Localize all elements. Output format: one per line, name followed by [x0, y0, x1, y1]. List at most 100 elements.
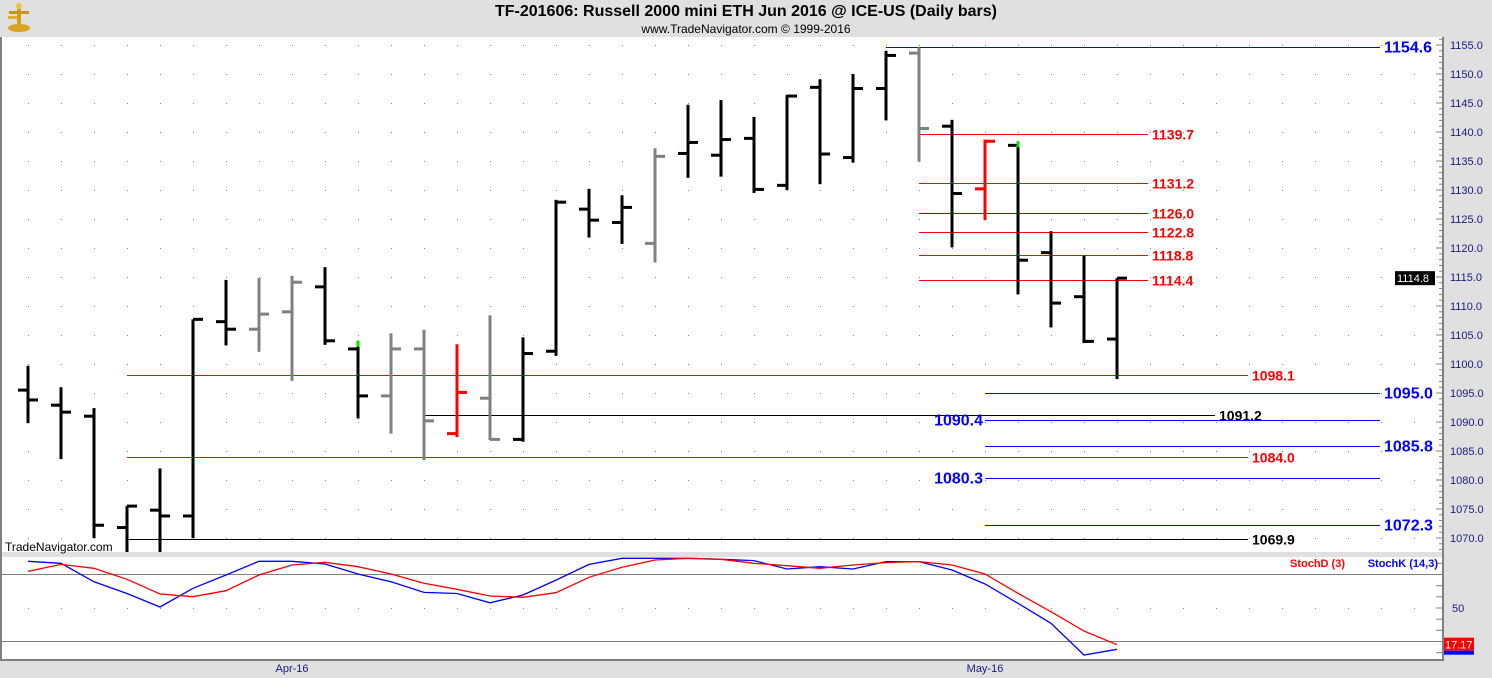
grid-dot	[1150, 103, 1151, 104]
grid-dot	[391, 161, 392, 162]
grid-dot	[1348, 161, 1349, 162]
grid-dot	[556, 161, 557, 162]
bar-close-tick	[457, 390, 467, 394]
grid-dot	[556, 74, 557, 75]
grid-dot	[556, 608, 557, 609]
grid-dot	[358, 161, 359, 162]
date-tick-label: Apr-16	[275, 663, 308, 675]
grid-dot	[457, 480, 458, 481]
grid-dot	[952, 608, 953, 609]
grid-dot	[985, 480, 986, 481]
grid-dot	[61, 306, 62, 307]
grid-dot	[523, 509, 524, 510]
grid-dot	[1216, 451, 1217, 452]
grid-dot	[754, 480, 755, 481]
grid-dot	[1381, 422, 1382, 423]
bar-open-tick	[315, 285, 325, 289]
grid-dot	[886, 538, 887, 539]
grid-dot	[1084, 45, 1085, 46]
grid-dot	[919, 608, 920, 609]
grid-dot	[1018, 509, 1019, 510]
ohlc-bar	[579, 188, 599, 238]
price-level-label: 1072.3	[1384, 518, 1433, 535]
bar-open-tick	[18, 388, 28, 392]
grid-dot	[1051, 335, 1052, 336]
grid-dot	[457, 277, 458, 278]
bar-open-tick	[447, 432, 457, 436]
grid-dot	[919, 45, 920, 46]
grid-dot	[1183, 277, 1184, 278]
grid-dot	[1216, 538, 1217, 539]
watermark: TradeNavigator.com	[5, 540, 113, 554]
grid-dot	[391, 480, 392, 481]
bar-close-tick	[589, 218, 599, 222]
last-price-label: 1114.8	[1397, 273, 1429, 285]
grid-dot	[193, 103, 194, 104]
grid-dot	[1282, 538, 1283, 539]
grid-dot	[1117, 608, 1118, 609]
grid-dot	[1381, 161, 1382, 162]
grid-dot	[28, 364, 29, 365]
grid-dot	[1315, 451, 1316, 452]
grid-dot	[28, 509, 29, 510]
grid-dot	[1051, 422, 1052, 423]
grid-dot	[391, 132, 392, 133]
grid-dot	[94, 74, 95, 75]
grid-dot	[523, 103, 524, 104]
grid-dot	[94, 277, 95, 278]
grid-dot	[127, 132, 128, 133]
bar-close-tick	[292, 280, 302, 284]
grid-dot	[1183, 103, 1184, 104]
grid-dot	[919, 422, 920, 423]
grid-dot	[523, 45, 524, 46]
grid-dot	[1348, 480, 1349, 481]
bar-open-tick	[711, 153, 721, 157]
grid-dot	[1282, 161, 1283, 162]
grid-dot	[1018, 422, 1019, 423]
grid-dot	[325, 45, 326, 46]
grid-dot	[358, 422, 359, 423]
grid-dot	[160, 248, 161, 249]
ohlc-bar	[183, 317, 203, 538]
grid-dot	[622, 132, 623, 133]
bar-range	[587, 188, 591, 238]
stoch-line	[27, 557, 1118, 646]
grid-dot	[160, 451, 161, 452]
grid-dot	[721, 422, 722, 423]
grid-dot	[556, 45, 557, 46]
grid-dot	[28, 132, 29, 133]
grid-dot	[1249, 422, 1250, 423]
grid-dot	[457, 219, 458, 220]
ohlc-bar	[216, 279, 236, 346]
grid-dot	[820, 451, 821, 452]
grid-dot	[1282, 335, 1283, 336]
grid-dot	[754, 45, 755, 46]
grid-dot	[1117, 509, 1118, 510]
grid-dot	[1381, 219, 1382, 220]
grid-dot	[1183, 608, 1184, 609]
bar-close-tick	[886, 53, 896, 57]
grid-dot	[523, 608, 524, 609]
bar-close-tick	[1018, 258, 1028, 262]
grid-dot	[292, 480, 293, 481]
grid-dot	[919, 219, 920, 220]
bar-open-tick	[546, 349, 556, 353]
bar-close-tick	[754, 187, 764, 191]
grid-dot	[358, 103, 359, 104]
ohlc-bar	[381, 333, 401, 434]
grid-dot	[457, 538, 458, 539]
grid-dot	[853, 422, 854, 423]
grid-dot	[688, 335, 689, 336]
grid-dot	[391, 306, 392, 307]
grid-dot	[193, 306, 194, 307]
grid-dot	[457, 248, 458, 249]
grid-dot	[1249, 480, 1250, 481]
grid-dot	[1051, 451, 1052, 452]
grid-dot	[886, 393, 887, 394]
grid-dot	[61, 538, 62, 539]
grid-dot	[424, 103, 425, 104]
grid-dot	[1315, 74, 1316, 75]
bar-close-tick	[28, 398, 38, 402]
grid-dot	[1216, 480, 1217, 481]
